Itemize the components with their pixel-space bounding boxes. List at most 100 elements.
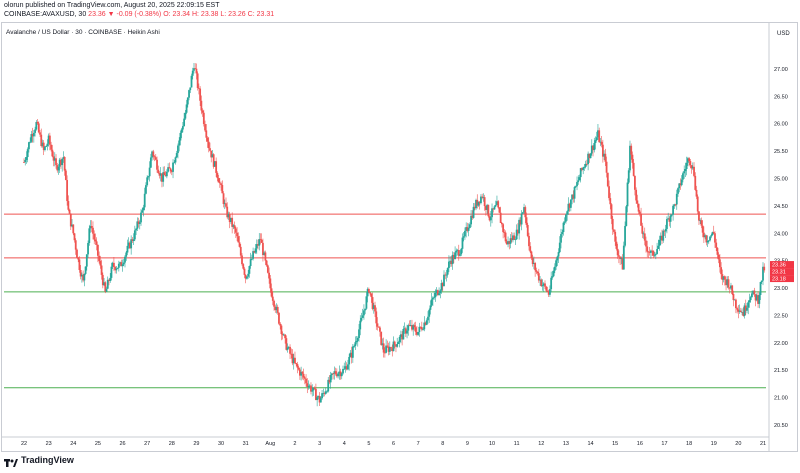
candle-body <box>433 297 436 299</box>
candle-body <box>523 207 525 213</box>
candle-body <box>217 178 220 183</box>
candle-body <box>350 352 353 358</box>
candles <box>23 62 766 407</box>
candle-body <box>614 231 617 242</box>
candle-body <box>62 156 65 159</box>
candle-body <box>278 312 280 324</box>
candle-body <box>72 224 75 234</box>
candle-body <box>646 246 649 252</box>
candle-body <box>168 167 171 169</box>
candle-body <box>141 210 144 213</box>
symbol-ohlc-line: COINBASE:AVAXUSD, 30 23.36 ▼ -0.09 (-0.3… <box>4 11 274 18</box>
candle-body <box>677 188 679 194</box>
x-tick-label: 22 <box>21 441 27 447</box>
x-tick-label: 7 <box>417 441 420 447</box>
candle-body <box>520 213 523 225</box>
candle-body <box>571 194 573 200</box>
price-label-text: 23.31 <box>772 270 786 276</box>
candle-body <box>291 353 294 364</box>
candle-body <box>227 213 230 218</box>
candle-body <box>342 369 344 374</box>
candle-body <box>359 320 362 330</box>
candle-body <box>152 151 155 157</box>
candle-body <box>398 336 401 343</box>
candle-body <box>285 338 288 350</box>
candle-body <box>407 325 410 331</box>
candle-body <box>287 346 290 348</box>
candle-body <box>100 265 103 275</box>
candle-body <box>48 135 51 145</box>
candle-body <box>682 173 684 180</box>
candle-body <box>712 232 715 234</box>
candle-body <box>552 270 555 277</box>
x-tick-label: 23 <box>46 441 52 447</box>
candle-body <box>126 245 129 253</box>
candle-body <box>392 341 395 352</box>
candle-body <box>650 250 652 253</box>
candle-body <box>247 273 250 277</box>
candle-body <box>616 248 619 256</box>
x-tick-label: 30 <box>218 441 224 447</box>
candle-body <box>370 293 373 298</box>
candle-body <box>279 323 282 326</box>
candle-body <box>738 310 741 312</box>
candle-body <box>273 300 275 307</box>
candle-body <box>66 180 69 202</box>
candle-body <box>647 251 650 253</box>
price-label-text: 23.36 <box>772 263 786 269</box>
x-tick-label: 5 <box>367 441 370 447</box>
candle-body <box>172 162 174 172</box>
candle-body <box>313 387 316 389</box>
candle-body <box>29 141 32 143</box>
candle-body <box>226 206 229 218</box>
candle-body <box>659 235 662 241</box>
candle-body <box>220 183 222 185</box>
candle-body <box>200 100 203 111</box>
candle-body <box>418 326 421 333</box>
candle-body <box>558 242 561 253</box>
candle-body <box>648 251 651 253</box>
candle-body <box>364 308 367 311</box>
candle-body <box>662 230 665 241</box>
candle-body <box>619 256 622 260</box>
candle-body <box>331 373 333 376</box>
candle-body <box>739 310 742 313</box>
candle-body <box>514 239 517 241</box>
candle-body <box>609 198 612 205</box>
candle-body <box>600 141 603 145</box>
candle-body <box>557 252 560 257</box>
candle-body <box>624 225 626 246</box>
candle-body <box>254 248 257 253</box>
candle-body <box>360 317 363 321</box>
candle-body <box>531 257 534 265</box>
candle-body <box>525 217 528 225</box>
candle-body <box>395 344 397 347</box>
candle-body <box>423 322 426 330</box>
candle-body <box>462 236 465 238</box>
candle-body <box>78 259 81 270</box>
candle-body <box>202 112 205 125</box>
candle-body <box>387 346 390 352</box>
symbol-name: COINBASE:AVAXUSD, 30 <box>4 11 87 18</box>
candle-body <box>438 293 440 295</box>
candle-body <box>666 219 668 229</box>
candle-body <box>735 299 737 309</box>
x-tick-label: 12 <box>538 441 544 447</box>
candle-body <box>696 196 699 212</box>
candle-body <box>257 244 259 246</box>
candle-body <box>32 132 35 137</box>
candle-body <box>615 241 618 249</box>
candle-body <box>311 390 314 392</box>
candle-body <box>577 180 580 183</box>
candle-body <box>605 161 608 173</box>
candle-body <box>390 347 392 349</box>
candle-body <box>270 288 273 297</box>
x-tick-label: 21 <box>760 441 766 447</box>
candle-body <box>396 344 399 347</box>
candle-body <box>329 375 332 383</box>
candle-body <box>130 239 133 249</box>
candle-body <box>163 172 166 176</box>
candle-body <box>537 273 540 281</box>
candle-body <box>518 219 521 234</box>
